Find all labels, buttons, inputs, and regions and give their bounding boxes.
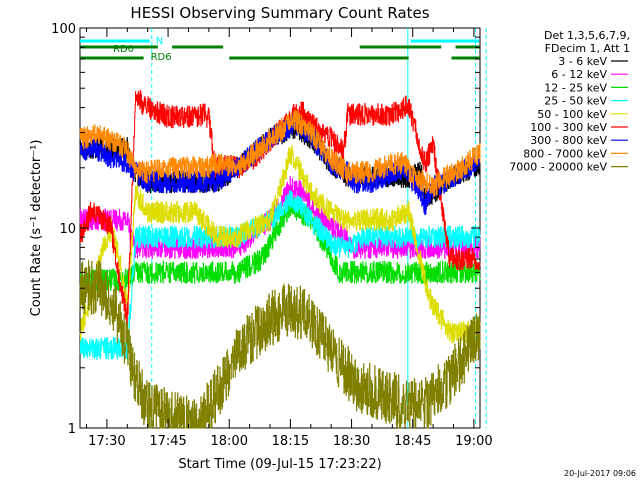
series-line (79, 194, 481, 292)
rd6-label: RD6 (151, 52, 172, 63)
x-axis-label: Start Time (09-Jul-15 17:23:22) (178, 457, 381, 472)
y-tick-label: 1 (68, 422, 76, 437)
x-tick-label: 18:15 (272, 434, 309, 449)
legend-entry-label: 800 - 7000 keV (523, 147, 607, 160)
y-axis-label: Count Rate (s⁻¹ detector⁻¹) (29, 140, 44, 317)
x-tick-label: 19:00 (455, 434, 492, 449)
series-line (79, 109, 481, 198)
legend-entry-label: 300 - 800 keV (530, 134, 607, 147)
y-tick-label: 100 (51, 22, 76, 37)
saa-label: N (156, 36, 163, 47)
x-tick-label: 18:45 (394, 434, 431, 449)
annotation-bars: N RD0 RD6 (80, 28, 487, 428)
series-line (79, 260, 481, 429)
legend-header-line: Det 1,3,5,6,7,9, (544, 29, 630, 42)
series-lines (79, 89, 481, 429)
legend-entry-label: 7000 - 20000 keV (509, 161, 607, 174)
chart-title: HESSI Observing Summary Count Rates (130, 4, 429, 22)
x-tick-label: 17:45 (149, 434, 186, 449)
legend-entry-label: 12 - 25 keV (544, 81, 607, 94)
series-line (79, 145, 481, 344)
x-tick-label: 17:30 (88, 434, 125, 449)
footer-timestamp: 20-Jul-2017 09:06 (564, 469, 636, 478)
legend-entry-label: 3 - 6 keV (558, 55, 607, 68)
legend: Det 1,3,5,6,7,9,FDecim 1, Att 13 - 6 keV… (509, 29, 630, 174)
axis-ticks: 17:30 17:45 18:00 18:15 18:30 18:45 19:00 1 10 10… (51, 22, 492, 449)
x-tick-label: 18:00 (211, 434, 248, 449)
legend-header-line: FDecim 1, Att 1 (545, 42, 630, 55)
x-tick-label: 18:30 (333, 434, 370, 449)
legend-entry-label: 50 - 100 keV (537, 108, 607, 121)
legend-entry-label: 6 - 12 keV (551, 68, 607, 81)
y-tick-label: 10 (59, 222, 76, 237)
legend-entry-label: 100 - 300 keV (530, 121, 607, 134)
legend-entry-label: 25 - 50 keV (544, 95, 607, 108)
rd0-label: RD0 (113, 44, 134, 55)
